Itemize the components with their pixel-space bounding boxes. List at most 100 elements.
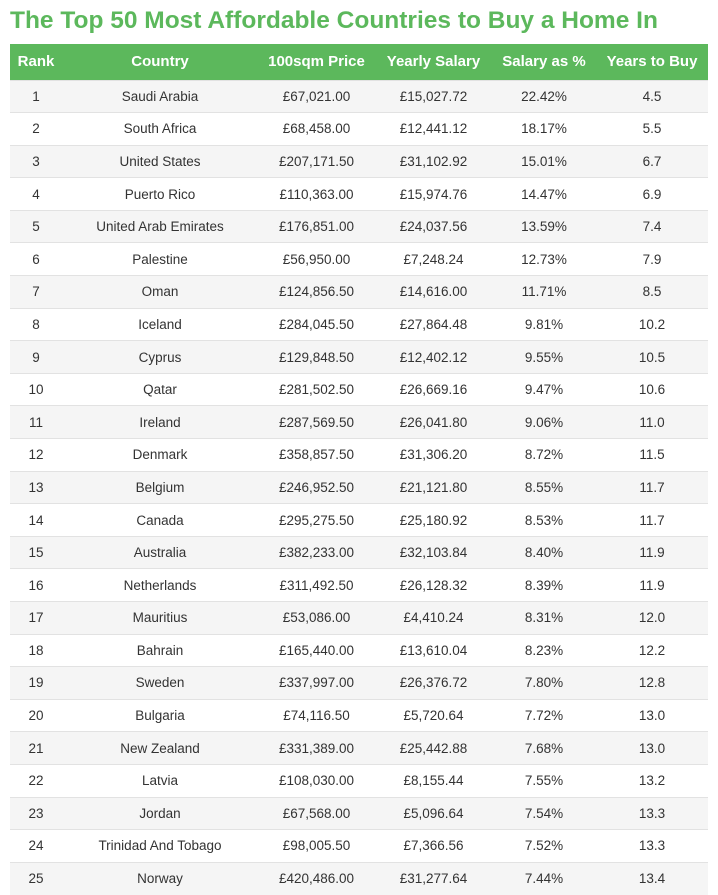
table-row: 11 Ireland £287,569.50 £26,041.80 9.06% 11.0: [10, 405, 708, 439]
cell-rank: 15: [10, 535, 62, 569]
cell-salary-percent: 9.47%: [492, 372, 596, 406]
cell-salary-percent: 13.59%: [492, 209, 596, 243]
cell-years-to-buy: 13.3: [596, 829, 708, 863]
cell-price: £382,233.00: [258, 535, 375, 569]
cell-country: Sweden: [62, 666, 258, 700]
cell-country: Denmark: [62, 438, 258, 472]
cell-salary-percent: 15.01%: [492, 144, 596, 178]
cell-salary: £15,027.72: [375, 79, 492, 113]
table-row: 1 Saudi Arabia £67,021.00 £15,027.72 22.42% 4…: [10, 79, 708, 113]
cell-country: Latvia: [62, 763, 258, 798]
cell-rank: 5: [10, 209, 62, 243]
cell-years-to-buy: 7.9: [596, 242, 708, 276]
table-row: 5 United Arab Emirates £176,851.00 £24,037.…: [10, 209, 708, 243]
cell-salary-percent: 9.55%: [492, 340, 596, 374]
header-country: Country: [131, 53, 189, 71]
cell-years-to-buy: 10.6: [596, 372, 708, 406]
cell-salary: £7,366.56: [375, 829, 492, 863]
cell-salary-percent: 8.31%: [492, 601, 596, 635]
cell-salary: £7,248.24: [375, 242, 492, 276]
cell-country: Canada: [62, 503, 258, 537]
table-row: 21 New Zealand £331,389.00 £25,442.88 7.68% 1…: [10, 731, 708, 765]
table-row: 4 Puerto Rico £110,363.00 £15,974.76 14.47% 6…: [10, 177, 708, 211]
cell-years-to-buy: 11.7: [596, 503, 708, 537]
cell-rank: 2: [10, 112, 62, 146]
table-body: 1 Saudi Arabia £67,021.00 £15,027.72 22.42% 4…: [10, 79, 708, 895]
cell-salary: £12,402.12: [375, 340, 492, 374]
cell-years-to-buy: 8.5: [596, 275, 708, 309]
cell-years-to-buy: 12.8: [596, 666, 708, 700]
cell-rank: 22: [10, 763, 62, 798]
cell-price: £420,486.00: [258, 861, 375, 895]
cell-rank: 1: [10, 79, 62, 113]
cell-rank: 9: [10, 340, 62, 374]
cell-price: £108,030.00: [258, 763, 375, 798]
cell-salary-percent: 7.80%: [492, 666, 596, 700]
cell-price: £68,458.00: [258, 112, 375, 146]
cell-price: £311,492.50: [258, 568, 375, 602]
cell-years-to-buy: 6.9: [596, 177, 708, 211]
cell-country: Netherlands: [62, 568, 258, 602]
cell-price: £331,389.00: [258, 731, 375, 765]
cell-years-to-buy: 13.0: [596, 698, 708, 732]
cell-years-to-buy: 11.9: [596, 535, 708, 569]
table-row: 7 Oman £124,856.50 £14,616.00 11.71% 8.5: [10, 275, 708, 309]
cell-salary-percent: 7.72%: [492, 698, 596, 732]
cell-years-to-buy: 6.7: [596, 144, 708, 178]
cell-country: Palestine: [62, 242, 258, 276]
cell-country: Oman: [62, 275, 258, 309]
cell-country: New Zealand: [62, 731, 258, 765]
cell-salary-percent: 7.54%: [492, 796, 596, 830]
cell-years-to-buy: 11.0: [596, 405, 708, 439]
cell-rank: 6: [10, 242, 62, 276]
cell-rank: 21: [10, 731, 62, 765]
cell-rank: 18: [10, 633, 62, 667]
table-row: 15 Australia £382,233.00 £32,103.84 8.40% 11.…: [10, 535, 708, 569]
table-row: 16 Netherlands £311,492.50 £26,128.32 8.39% 1…: [10, 568, 708, 602]
cell-country: Trinidad And Tobago: [62, 829, 258, 863]
cell-salary-percent: 9.81%: [492, 307, 596, 341]
cell-price: £287,569.50: [258, 405, 375, 439]
cell-country: Norway: [62, 861, 258, 895]
cell-salary: £12,441.12: [375, 112, 492, 146]
cell-rank: 17: [10, 601, 62, 635]
cell-salary: £4,410.24: [375, 601, 492, 635]
cell-years-to-buy: 4.5: [596, 79, 708, 113]
table-row: 19 Sweden £337,997.00 £26,376.72 7.80% 12.8: [10, 666, 708, 700]
cell-price: £129,848.50: [258, 340, 375, 374]
cell-rank: 7: [10, 275, 62, 309]
cell-country: Iceland: [62, 307, 258, 341]
table-row: 6 Palestine £56,950.00 £7,248.24 12.73% 7.9: [10, 242, 708, 276]
cell-price: £110,363.00: [258, 177, 375, 211]
cell-price: £67,021.00: [258, 79, 375, 113]
cell-salary-percent: 9.06%: [492, 405, 596, 439]
header-years-to-buy: Years to Buy: [606, 53, 698, 71]
cell-country: Qatar: [62, 372, 258, 406]
cell-salary: £5,096.64: [375, 796, 492, 830]
table-header-row: Rank Country 100sqm Price Yearly Salary …: [10, 44, 708, 80]
cell-salary: £26,041.80: [375, 405, 492, 439]
cell-rank: 25: [10, 861, 62, 895]
cell-salary-percent: 11.71%: [492, 275, 596, 309]
cell-salary: £31,306.20: [375, 438, 492, 472]
page-title: The Top 50 Most Affordable Countries to …: [10, 7, 658, 34]
cell-price: £281,502.50: [258, 372, 375, 406]
cell-rank: 13: [10, 470, 62, 504]
header-rank: Rank: [17, 53, 55, 71]
cell-price: £295,275.50: [258, 503, 375, 537]
table-row: 13 Belgium £246,952.50 £21,121.80 8.55% 11.7: [10, 470, 708, 504]
cell-years-to-buy: 13.2: [596, 763, 708, 798]
table-row: 14 Canada £295,275.50 £25,180.92 8.53% 11.7: [10, 503, 708, 537]
cell-price: £124,856.50: [258, 275, 375, 309]
cell-country: South Africa: [62, 112, 258, 146]
cell-rank: 4: [10, 177, 62, 211]
cell-salary-percent: 18.17%: [492, 112, 596, 146]
table-row: 22 Latvia £108,030.00 £8,155.44 7.55% 13.2: [10, 763, 708, 798]
cell-rank: 11: [10, 405, 62, 439]
cell-years-to-buy: 11.7: [596, 470, 708, 504]
cell-rank: 8: [10, 307, 62, 341]
cell-country: Jordan: [62, 796, 258, 830]
cell-salary-percent: 7.52%: [492, 829, 596, 863]
cell-country: Bulgaria: [62, 698, 258, 732]
cell-salary-percent: 8.55%: [492, 470, 596, 504]
